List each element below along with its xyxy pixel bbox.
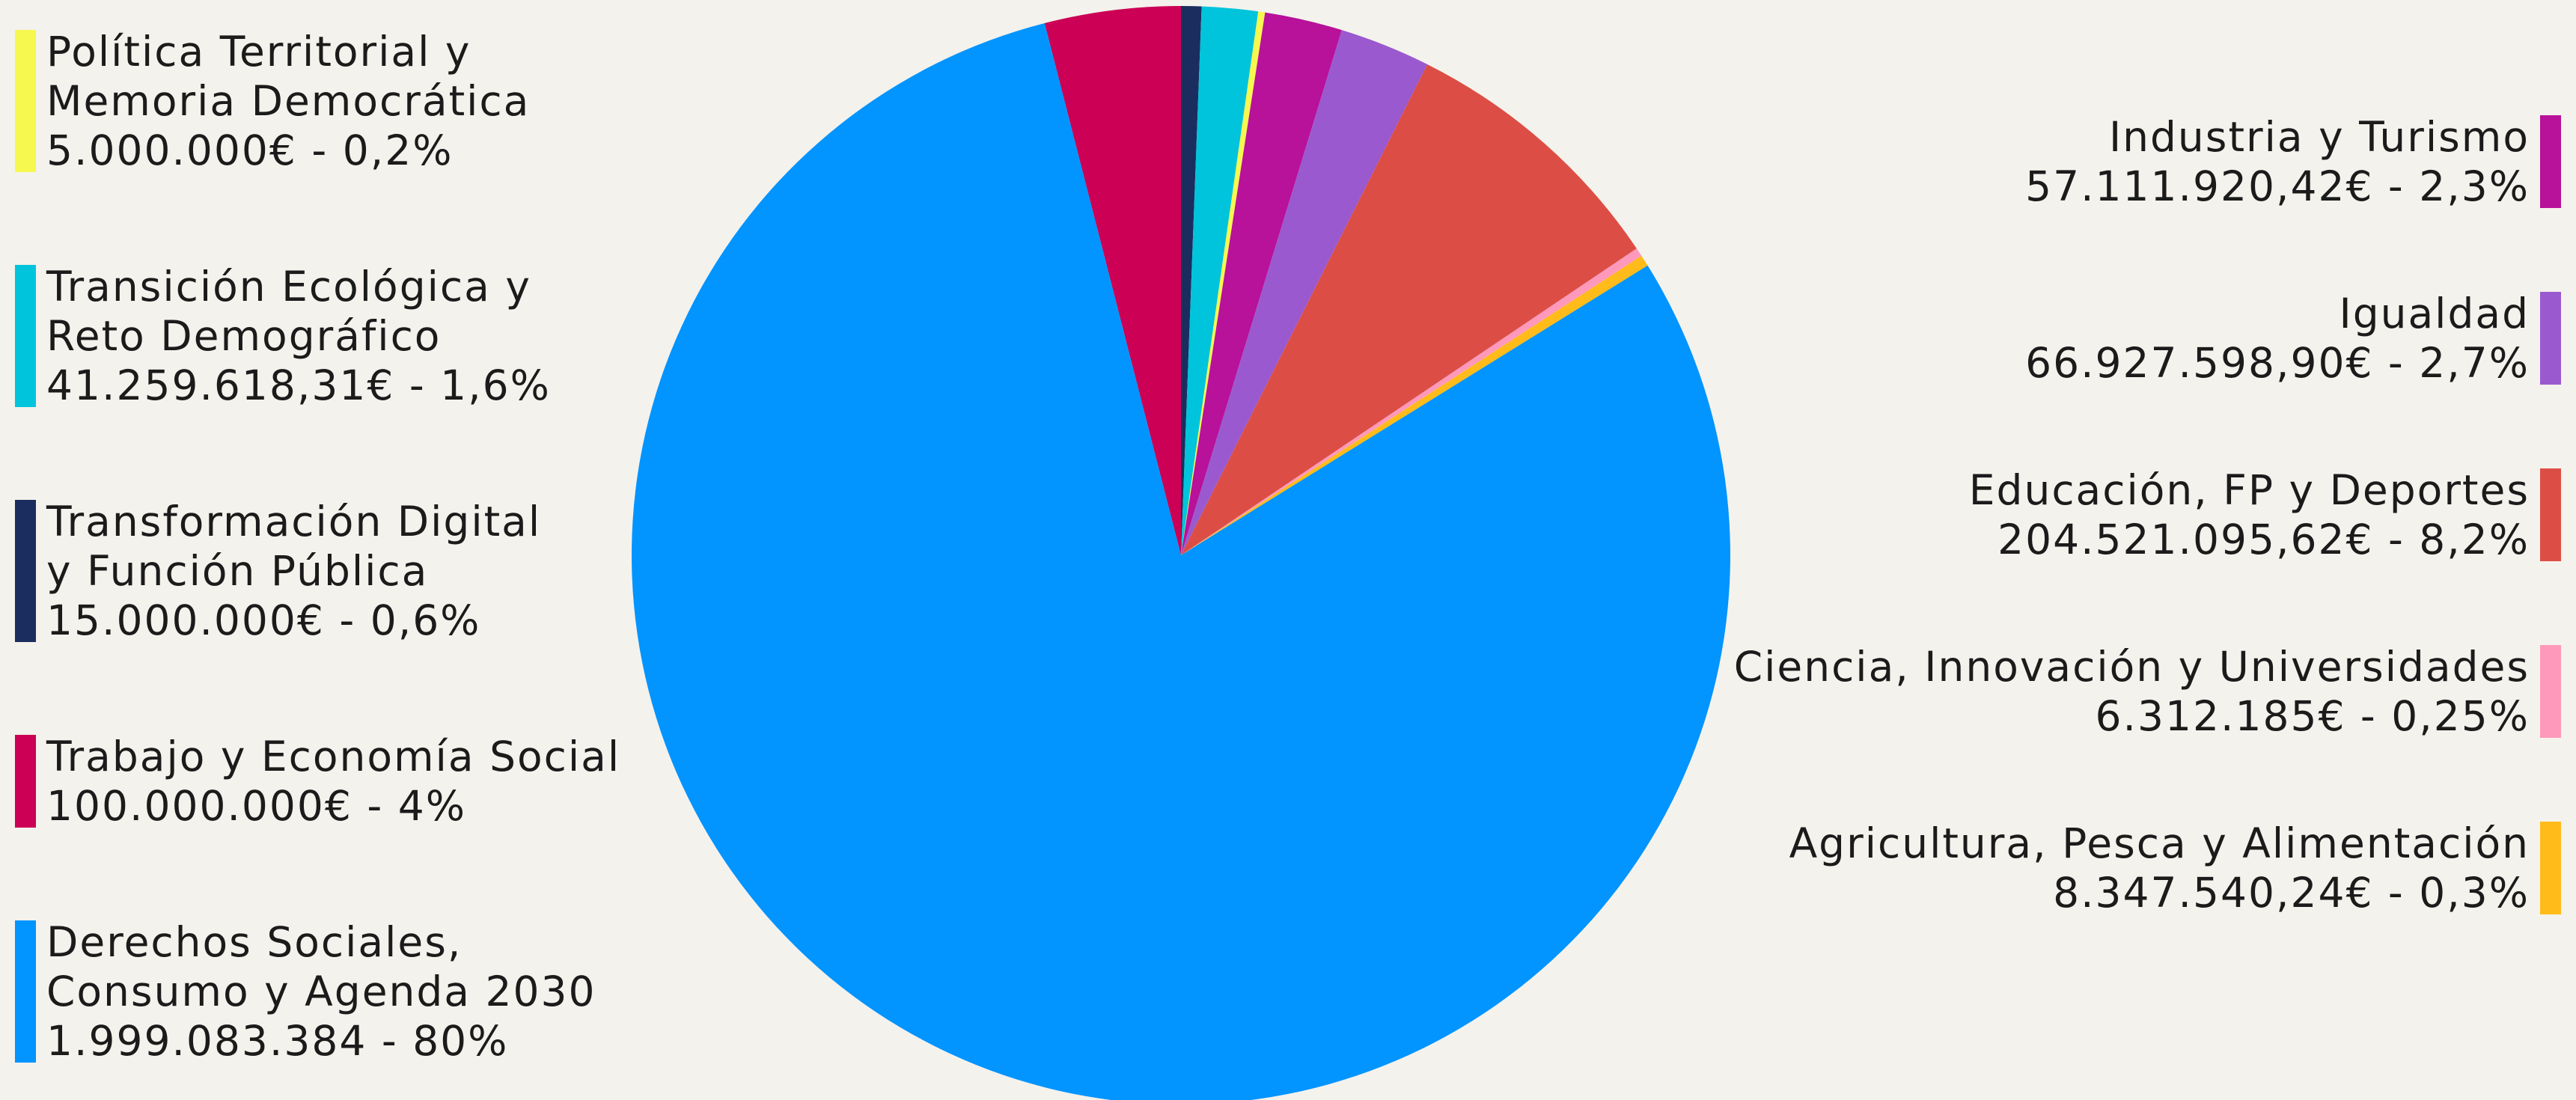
legend-text: Industria y Turismo 57.111.920,42€ - 2,3…: [2025, 112, 2530, 211]
legend-text: Igualdad 66.927.598,90€ - 2,7%: [2025, 289, 2530, 388]
legend-swatch: [15, 735, 36, 828]
legend-item-derechos-sociales: Derechos Sociales, Consumo y Agenda 2030…: [15, 917, 596, 1066]
legend-text: Política Territorial y Memoria Democráti…: [46, 27, 530, 175]
legend-label: Ciencia, Innovación y Universidades: [1733, 643, 2530, 691]
legend-swatch: [2540, 468, 2561, 561]
legend-value: 15.000.000€ - 0,6%: [46, 596, 481, 644]
legend-label: y Función Pública: [46, 547, 429, 595]
legend-text: Agricultura, Pesca y Alimentación 8.347.…: [1789, 819, 2530, 917]
legend-swatch: [15, 920, 36, 1063]
pie-slice-9: [632, 22, 1730, 1100]
legend-value: 8.347.540,24€ - 0,3%: [2053, 869, 2530, 917]
pie-slice-3: [1181, 11, 1266, 556]
legend-value: 204.521.095,62€ - 8,2%: [1997, 516, 2530, 563]
pie-slice-2: [1181, 6, 1259, 556]
legend-label: Transición Ecológica y: [46, 263, 531, 311]
legend-swatch: [2540, 292, 2561, 385]
legend-text: Ciencia, Innovación y Universidades 6.31…: [1734, 642, 2530, 741]
legend-label: Trabajo y Economía Social: [46, 733, 621, 780]
legend-text: Transformación Digital y Función Pública…: [46, 497, 541, 645]
legend-swatch: [15, 500, 36, 642]
legend-label: Igualdad: [2339, 290, 2530, 337]
legend-label: Transformación Digital: [46, 498, 542, 546]
legend-label: Reto Demográfico: [46, 312, 442, 360]
legend-item-industria-turismo: Industria y Turismo 57.111.920,42€ - 2,3…: [2025, 112, 2561, 211]
legend-swatch: [2540, 115, 2561, 208]
pie-slice-0: [1044, 6, 1181, 555]
pie-slice-4: [1181, 12, 1342, 556]
legend-text: Derechos Sociales, Consumo y Agenda 2030…: [46, 917, 596, 1066]
legend-text: Transición Ecológica y Reto Demográfico …: [46, 262, 551, 410]
legend-item-agricultura-pesca: Agricultura, Pesca y Alimentación 8.347.…: [1789, 819, 2561, 917]
legend-label: Industria y Turismo: [2108, 113, 2530, 161]
legend-value: 66.927.598,90€ - 2,7%: [2025, 339, 2530, 387]
pie-slice-1: [1181, 6, 1202, 555]
pie-slice-8: [1181, 255, 1648, 555]
pie-slice-5: [1181, 30, 1428, 555]
legend-label: Consumo y Agenda 2030: [46, 968, 596, 1015]
legend-value: 5.000.000€ - 0,2%: [46, 126, 454, 174]
legend-item-igualdad: Igualdad 66.927.598,90€ - 2,7%: [2025, 289, 2561, 388]
pie-slice-7: [1181, 248, 1642, 555]
legend-value: 1.999.083.384 - 80%: [46, 1017, 509, 1065]
legend-label: Política Territorial y: [46, 28, 471, 76]
legend-swatch: [2540, 822, 2561, 914]
legend-label: Derechos Sociales,: [46, 918, 463, 966]
legend-swatch: [15, 265, 36, 407]
legend-label: Agricultura, Pesca y Alimentación: [1789, 819, 2530, 867]
legend-value: 6.312.185€ - 0,25%: [2095, 692, 2530, 740]
legend-swatch: [15, 30, 36, 172]
pie-slice-6: [1181, 64, 1637, 555]
legend-item-transformacion-digital: Transformación Digital y Función Pública…: [15, 497, 541, 645]
legend-text: Educación, FP y Deportes 204.521.095,62€…: [1969, 465, 2530, 564]
legend-label: Educación, FP y Deportes: [1968, 466, 2530, 514]
legend-value: 57.111.920,42€ - 2,3%: [2025, 162, 2530, 210]
legend-item-trabajo-economia-social: Trabajo y Economía Social 100.000.000€ -…: [15, 732, 620, 831]
legend-item-educacion: Educación, FP y Deportes 204.521.095,62€…: [1969, 465, 2561, 564]
legend-item-transicion-ecologica: Transición Ecológica y Reto Demográfico …: [15, 262, 551, 410]
legend-value: 100.000.000€ - 4%: [46, 782, 466, 830]
legend-value: 41.259.618,31€ - 1,6%: [46, 361, 551, 409]
legend-item-politica-territorial: Política Territorial y Memoria Democráti…: [15, 27, 530, 175]
legend-swatch: [2540, 645, 2561, 738]
legend-label: Memoria Democrática: [46, 77, 531, 125]
legend-text: Trabajo y Economía Social 100.000.000€ -…: [46, 732, 620, 831]
legend-item-ciencia-innovacion: Ciencia, Innovación y Universidades 6.31…: [1734, 642, 2561, 741]
